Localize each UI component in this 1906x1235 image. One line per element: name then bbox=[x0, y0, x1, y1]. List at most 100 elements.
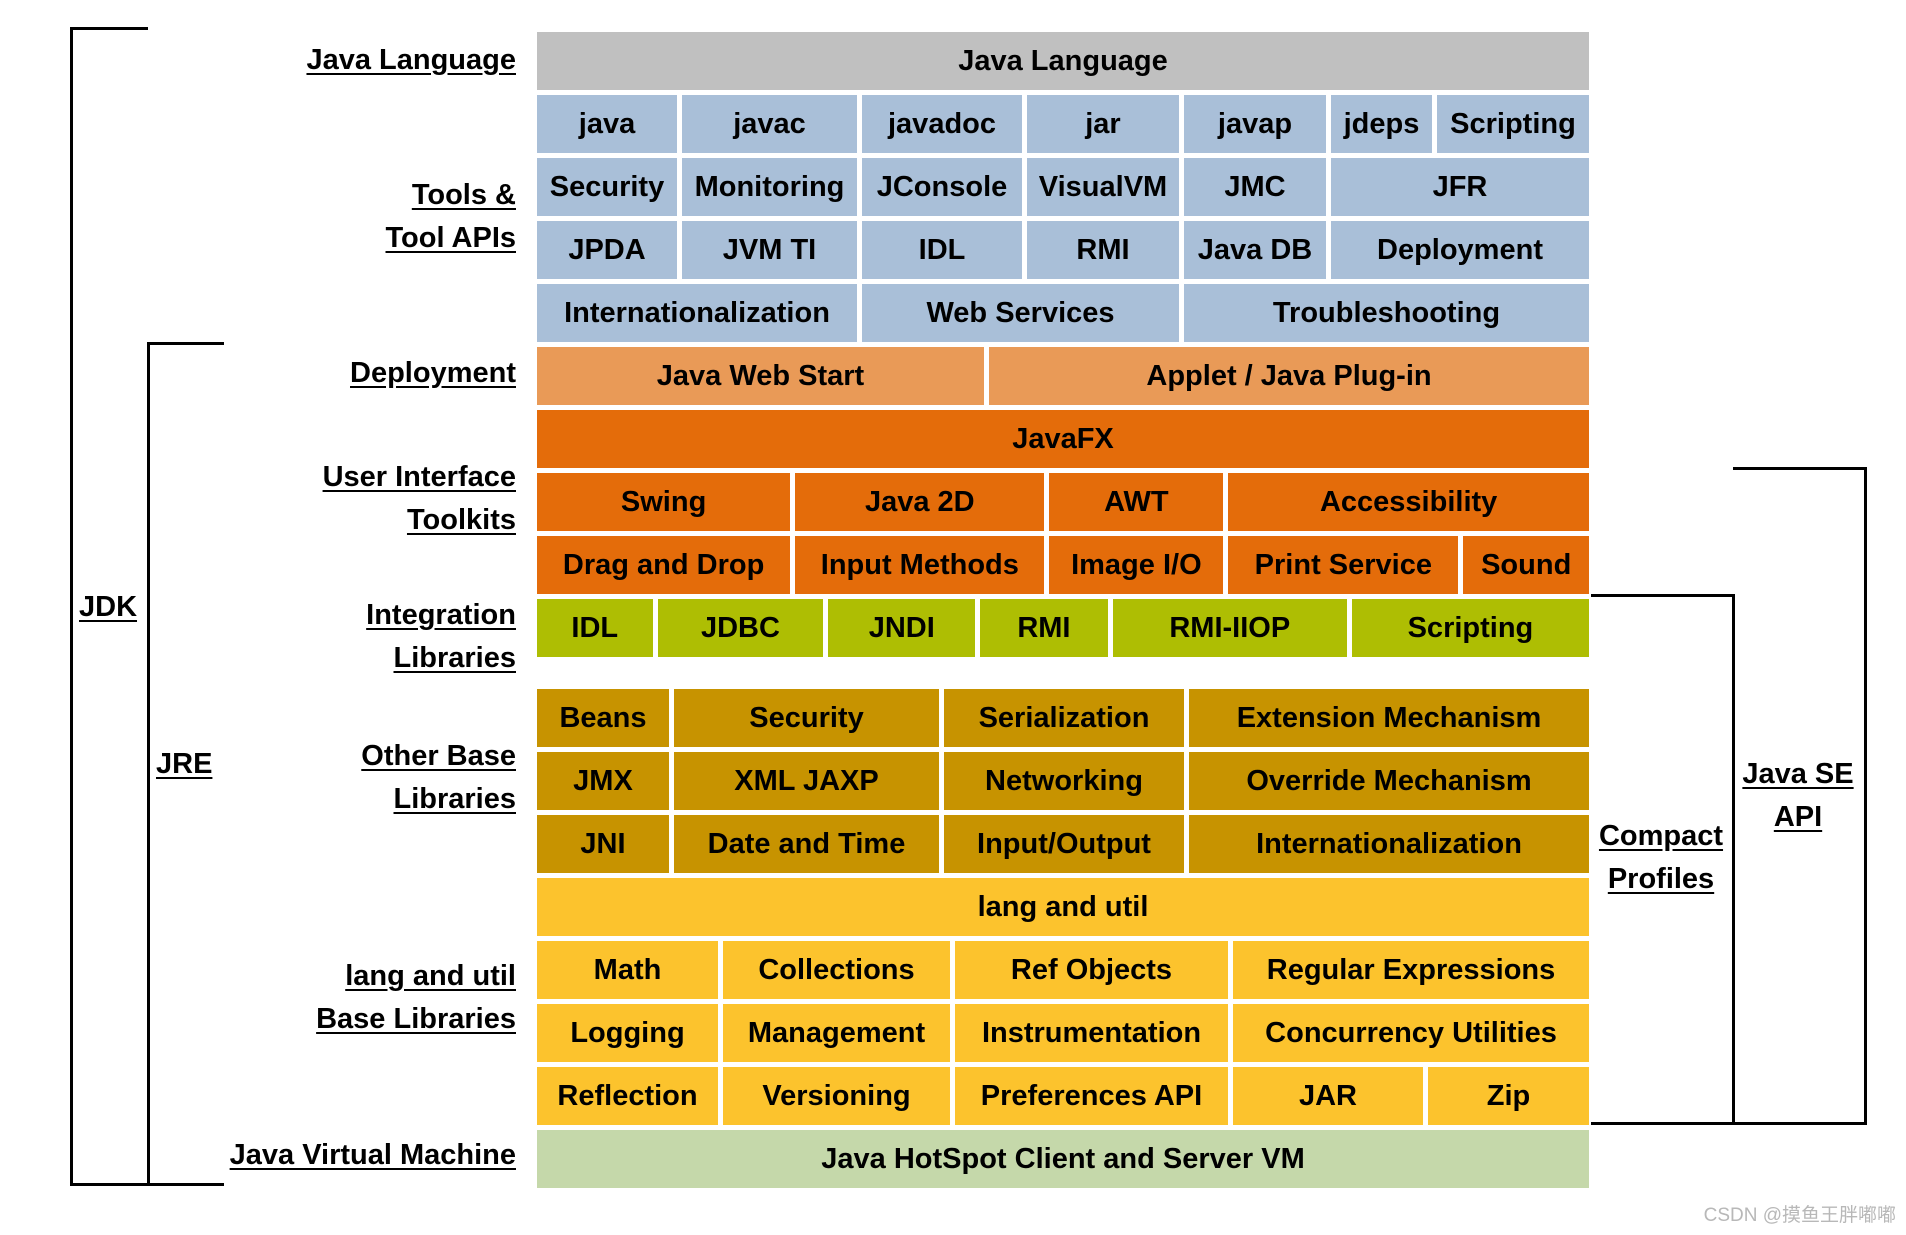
lu-preferences-api[interactable]: Preferences API bbox=[955, 1067, 1228, 1125]
ui-java2d[interactable]: Java 2D bbox=[795, 473, 1045, 531]
tool-javadb[interactable]: Java DB bbox=[1184, 221, 1326, 279]
lang-util-link-line1[interactable]: lang and util bbox=[345, 960, 516, 992]
obl-extension-mechanism[interactable]: Extension Mechanism bbox=[1189, 689, 1589, 747]
obl-override-mechanism[interactable]: Override Mechanism bbox=[1189, 752, 1589, 810]
tool-javac[interactable]: javac bbox=[682, 95, 857, 153]
tool-deployment[interactable]: Deployment bbox=[1331, 221, 1589, 279]
lu-math[interactable]: Math bbox=[537, 941, 718, 999]
obl-jni[interactable]: JNI bbox=[537, 815, 669, 873]
java-language-link[interactable]: Java Language bbox=[306, 44, 516, 76]
deployment-row: Java Web Start Applet / Java Plug-in bbox=[537, 347, 1589, 405]
obl-internationalization[interactable]: Internationalization bbox=[1189, 815, 1589, 873]
tool-web-services[interactable]: Web Services bbox=[862, 284, 1179, 342]
obl-serialization[interactable]: Serialization bbox=[944, 689, 1184, 747]
int-scripting[interactable]: Scripting bbox=[1351, 599, 1590, 657]
int-rmi-iiop[interactable]: RMI-IIOP bbox=[1112, 599, 1347, 657]
ui-print-service[interactable]: Print Service bbox=[1228, 536, 1459, 594]
tool-monitoring[interactable]: Monitoring bbox=[682, 158, 857, 216]
deployment-link[interactable]: Deployment bbox=[350, 357, 516, 389]
integration-row: IDL JDBC JNDI RMI RMI-IIOP Scripting bbox=[537, 599, 1590, 657]
integration-link-line1[interactable]: Integration bbox=[366, 599, 516, 631]
lu-instrumentation[interactable]: Instrumentation bbox=[955, 1004, 1228, 1062]
ui-row-2: Drag and Drop Input Methods Image I/O Pr… bbox=[537, 536, 1589, 594]
lu-lang-and-util[interactable]: lang and util bbox=[537, 878, 1589, 936]
java-language-row: Java Language bbox=[537, 32, 1589, 90]
obl-security[interactable]: Security bbox=[674, 689, 939, 747]
lu-collections[interactable]: Collections bbox=[723, 941, 950, 999]
int-rmi[interactable]: RMI bbox=[980, 599, 1108, 657]
jre-label[interactable]: JRE bbox=[156, 748, 213, 780]
int-jdbc[interactable]: JDBC bbox=[657, 599, 824, 657]
tools-row-3: JPDA JVM TI IDL RMI Java DB Deployment bbox=[537, 221, 1589, 279]
jvm-link[interactable]: Java Virtual Machine bbox=[229, 1139, 516, 1171]
ui-swing[interactable]: Swing bbox=[537, 473, 791, 531]
lu-jar[interactable]: JAR bbox=[1233, 1067, 1423, 1125]
ui-drag-and-drop[interactable]: Drag and Drop bbox=[537, 536, 791, 594]
java-se-api-label-line2[interactable]: API bbox=[1773, 801, 1823, 833]
integration-link-line2[interactable]: Libraries bbox=[393, 642, 517, 674]
javafx-row: JavaFX bbox=[537, 410, 1589, 468]
lu-concurrency-utilities[interactable]: Concurrency Utilities bbox=[1233, 1004, 1589, 1062]
tool-idl[interactable]: IDL bbox=[862, 221, 1022, 279]
ui-toolkits-link-line2[interactable]: Toolkits bbox=[406, 504, 516, 536]
deploy-java-web-start[interactable]: Java Web Start bbox=[537, 347, 984, 405]
tools-row-4: Internationalization Web Services Troubl… bbox=[537, 284, 1589, 342]
java-se-api-label-line1[interactable]: Java SE bbox=[1742, 758, 1854, 790]
csdn-watermark: CSDN @摸鱼王胖嘟嘟 bbox=[1703, 1205, 1896, 1226]
tool-jfr[interactable]: JFR bbox=[1331, 158, 1589, 216]
deploy-applet-plugin[interactable]: Applet / Java Plug-in bbox=[989, 347, 1589, 405]
ui-toolkits-link-line1[interactable]: User Interface bbox=[322, 461, 516, 493]
tool-jconsole[interactable]: JConsole bbox=[862, 158, 1022, 216]
obl-jmx[interactable]: JMX bbox=[537, 752, 669, 810]
jdk-label[interactable]: JDK bbox=[79, 591, 138, 623]
other-base-row-2: JMX XML JAXP Networking Override Mechani… bbox=[537, 752, 1589, 810]
other-base-link-line1[interactable]: Other Base bbox=[361, 740, 516, 772]
tool-jar[interactable]: jar bbox=[1027, 95, 1179, 153]
ui-input-methods[interactable]: Input Methods bbox=[795, 536, 1045, 594]
ui-awt[interactable]: AWT bbox=[1049, 473, 1224, 531]
tool-internationalization[interactable]: Internationalization bbox=[537, 284, 857, 342]
other-base-row-3: JNI Date and Time Input/Output Internati… bbox=[537, 815, 1589, 873]
lu-regular-expressions[interactable]: Regular Expressions bbox=[1233, 941, 1589, 999]
obl-beans[interactable]: Beans bbox=[537, 689, 669, 747]
tool-jmc[interactable]: JMC bbox=[1184, 158, 1326, 216]
lu-versioning[interactable]: Versioning bbox=[723, 1067, 950, 1125]
jvm-hotspot-vm[interactable]: Java HotSpot Client and Server VM bbox=[537, 1130, 1589, 1188]
tool-jdeps[interactable]: jdeps bbox=[1331, 95, 1432, 153]
ui-accessibility[interactable]: Accessibility bbox=[1228, 473, 1589, 531]
tool-javadoc[interactable]: javadoc bbox=[862, 95, 1022, 153]
tool-scripting[interactable]: Scripting bbox=[1437, 95, 1589, 153]
compact-profiles-label-line2[interactable]: Profiles bbox=[1607, 863, 1715, 895]
lu-ref-objects[interactable]: Ref Objects bbox=[955, 941, 1228, 999]
lu-management[interactable]: Management bbox=[723, 1004, 950, 1062]
tool-visualvm[interactable]: VisualVM bbox=[1027, 158, 1179, 216]
obl-xml-jaxp[interactable]: XML JAXP bbox=[674, 752, 939, 810]
int-idl[interactable]: IDL bbox=[537, 599, 653, 657]
compact-profiles-label-line1[interactable]: Compact bbox=[1598, 820, 1724, 852]
obl-networking[interactable]: Networking bbox=[944, 752, 1184, 810]
tool-jpda[interactable]: JPDA bbox=[537, 221, 677, 279]
tool-java[interactable]: java bbox=[537, 95, 677, 153]
ui-javafx[interactable]: JavaFX bbox=[537, 410, 1589, 468]
tools-link-line1[interactable]: Tools & bbox=[411, 179, 516, 211]
lu-logging[interactable]: Logging bbox=[537, 1004, 718, 1062]
int-jndi[interactable]: JNDI bbox=[828, 599, 976, 657]
tools-link-line2[interactable]: Tool APIs bbox=[385, 222, 517, 254]
lu-zip[interactable]: Zip bbox=[1428, 1067, 1589, 1125]
obl-date-and-time[interactable]: Date and Time bbox=[674, 815, 939, 873]
other-base-link-line2[interactable]: Libraries bbox=[393, 783, 517, 815]
tool-rmi[interactable]: RMI bbox=[1027, 221, 1179, 279]
lang-util-row-1: Math Collections Ref Objects Regular Exp… bbox=[537, 941, 1589, 999]
tool-troubleshooting[interactable]: Troubleshooting bbox=[1184, 284, 1589, 342]
tool-jvmti[interactable]: JVM TI bbox=[682, 221, 857, 279]
obl-input-output[interactable]: Input/Output bbox=[944, 815, 1184, 873]
lang-util-row-3: Reflection Versioning Preferences API JA… bbox=[537, 1067, 1589, 1125]
ui-image-io[interactable]: Image I/O bbox=[1049, 536, 1224, 594]
tools-row-1: java javac javadoc jar javap jdeps Scrip… bbox=[537, 95, 1589, 153]
java-language-cell[interactable]: Java Language bbox=[537, 32, 1589, 90]
tool-javap[interactable]: javap bbox=[1184, 95, 1326, 153]
lang-util-link-line2[interactable]: Base Libraries bbox=[316, 1003, 516, 1035]
ui-sound[interactable]: Sound bbox=[1463, 536, 1589, 594]
tool-security[interactable]: Security bbox=[537, 158, 677, 216]
lu-reflection[interactable]: Reflection bbox=[537, 1067, 718, 1125]
